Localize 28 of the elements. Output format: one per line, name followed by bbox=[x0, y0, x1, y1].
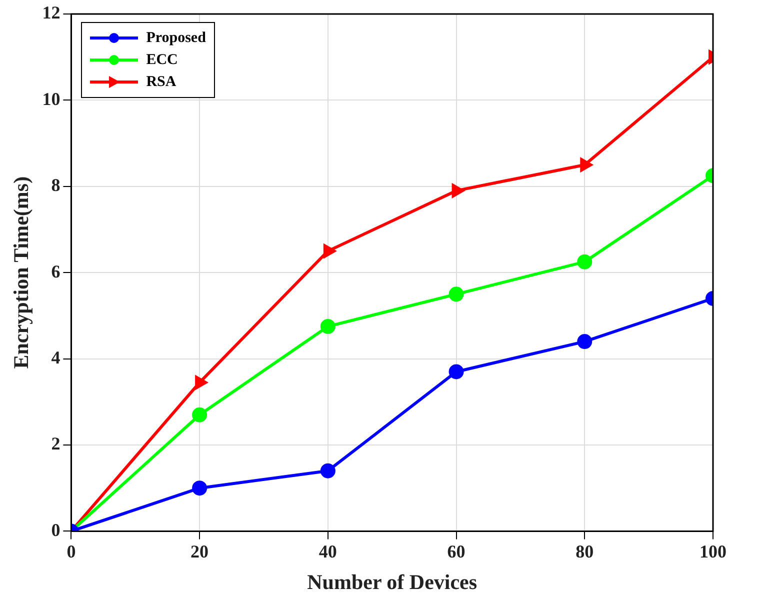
y-tick-label: 12 bbox=[42, 2, 60, 23]
y-tick-label: 2 bbox=[51, 434, 60, 454]
y-tick-label: 8 bbox=[51, 175, 60, 196]
point bbox=[320, 318, 336, 334]
point bbox=[192, 407, 208, 422]
y-tick-label: 6 bbox=[51, 261, 60, 282]
x-tick-label: 20 bbox=[190, 542, 209, 562]
legend-label: ECC bbox=[146, 52, 178, 68]
point bbox=[448, 286, 464, 302]
x-tick-label: 0 bbox=[66, 542, 76, 562]
x-tick-label: 100 bbox=[700, 542, 726, 562]
legend-label: Proposed bbox=[146, 30, 206, 46]
x-tick-label: 60 bbox=[447, 542, 466, 562]
y-tick-label: 10 bbox=[42, 88, 60, 109]
point bbox=[320, 463, 336, 478]
y-axis-title: Encryption Time(ms) bbox=[9, 176, 34, 369]
point bbox=[195, 376, 208, 390]
x-axis-title: Number of Devices bbox=[307, 570, 478, 594]
x-tick-label: 80 bbox=[576, 542, 594, 562]
point bbox=[192, 480, 208, 496]
point bbox=[577, 334, 592, 350]
y-tick-label: 0 bbox=[51, 520, 60, 540]
x-tick-label: 40 bbox=[318, 542, 337, 562]
legend-label: RSA bbox=[146, 74, 176, 90]
point bbox=[448, 364, 464, 380]
point bbox=[323, 244, 336, 258]
y-tick-label: 4 bbox=[51, 347, 60, 368]
point bbox=[577, 254, 592, 270]
